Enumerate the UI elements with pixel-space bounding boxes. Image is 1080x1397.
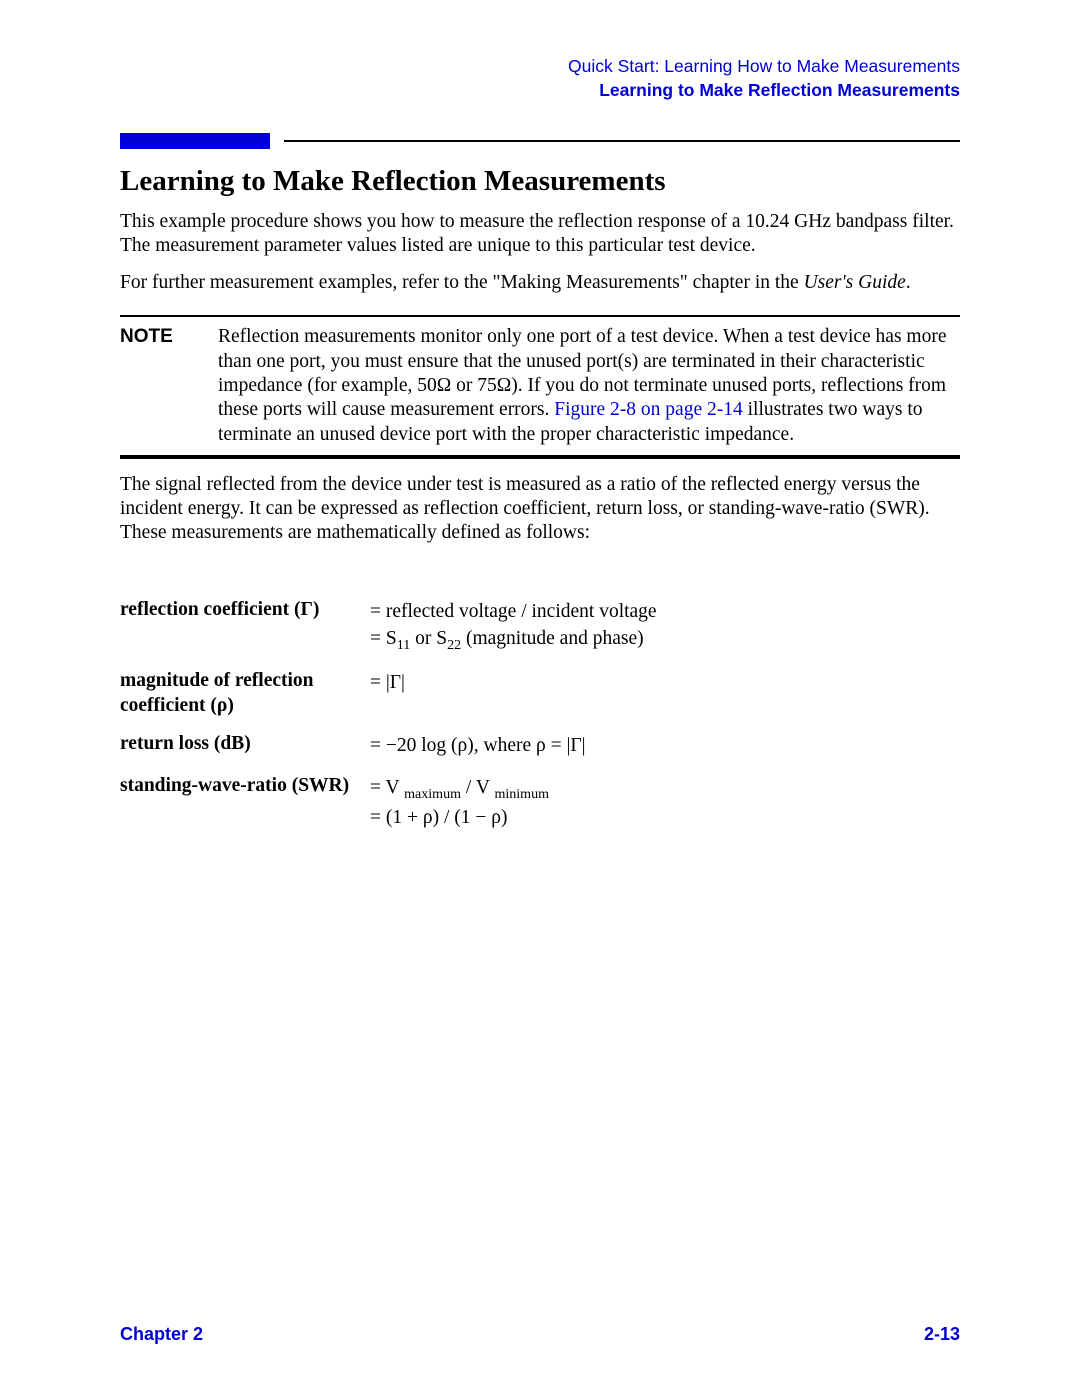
footer-page-number: 2-13 [924, 1324, 960, 1345]
title-divider [120, 133, 960, 149]
accent-bar [120, 133, 270, 149]
definition-row: magnitude of reflection coefficient (ρ) … [120, 669, 960, 718]
definition-row: reflection coefficient (Γ) = reflected v… [120, 598, 960, 656]
definition-term: magnitude of reflection coefficient (ρ) [120, 669, 370, 718]
definitions-table: reflection coefficient (Γ) = reflected v… [120, 598, 960, 832]
definition-term: return loss (dB) [120, 732, 370, 756]
note-text: Reflection measurements monitor only one… [218, 325, 960, 447]
header: Quick Start: Learning How to Make Measur… [120, 56, 960, 101]
definition-term: standing-wave-ratio (SWR) [120, 774, 370, 798]
page: Quick Start: Learning How to Make Measur… [0, 0, 1080, 1397]
intro2-prefix: For further measurement examples, refer … [120, 272, 804, 293]
page-title: Learning to Make Reflection Measurements [120, 165, 960, 198]
after-note-paragraph: The signal reflected from the device und… [120, 473, 960, 546]
definition-def: = V maximum / V minimum= (1 + ρ) / (1 − … [370, 774, 960, 832]
header-chapter-path: Quick Start: Learning How to Make Measur… [120, 56, 960, 77]
horizontal-rule [284, 140, 960, 142]
footer-chapter: Chapter 2 [120, 1324, 203, 1345]
note-rule-bottom [120, 455, 960, 459]
definition-term: reflection coefficient (Γ) [120, 598, 370, 622]
intro2-italic: User's Guide [804, 272, 906, 293]
note-rule-top [120, 315, 960, 317]
note-figure-link[interactable]: Figure 2-8 on page 2-14 [554, 399, 742, 420]
definition-def: = |Γ| [370, 669, 960, 696]
definition-row: standing-wave-ratio (SWR) = V maximum / … [120, 774, 960, 832]
definition-row: return loss (dB) = −20 log (ρ), where ρ … [120, 732, 960, 759]
definition-def: = −20 log (ρ), where ρ = |Γ| [370, 732, 960, 759]
intro-paragraph-2: For further measurement examples, refer … [120, 271, 960, 295]
intro-paragraph-1: This example procedure shows you how to … [120, 210, 960, 259]
header-section-title: Learning to Make Reflection Measurements [120, 80, 960, 101]
note-label: NOTE [120, 325, 192, 447]
definition-def: = reflected voltage / incident voltage= … [370, 598, 960, 656]
intro2-suffix: . [906, 272, 911, 293]
note-block: NOTE Reflection measurements monitor onl… [120, 325, 960, 447]
footer: Chapter 2 2-13 [120, 1324, 960, 1345]
